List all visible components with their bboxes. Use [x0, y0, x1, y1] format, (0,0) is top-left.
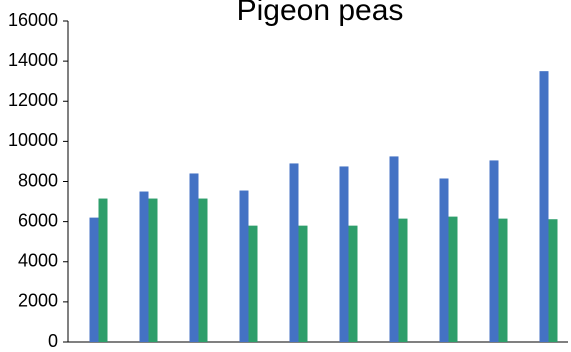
y-tick-label: 10000	[8, 130, 58, 150]
bar-series-1-9	[489, 160, 499, 342]
bar-series-2-1	[98, 198, 108, 342]
bar-series-2-4	[248, 225, 258, 342]
bar-series-1-4	[239, 190, 249, 342]
y-tick-label: 0	[48, 331, 58, 347]
bar-series-2-6	[348, 225, 358, 342]
bar-series-1-7	[389, 156, 399, 342]
y-axis: 0 2000 4000 6000 8000 10000 12000 14000 16000	[8, 10, 69, 351]
bar-series-2-8	[448, 216, 458, 342]
bar-series-2-5	[298, 225, 308, 342]
y-tick-label: 4000	[18, 251, 58, 271]
bar-series-1-6	[339, 166, 349, 342]
y-tick-label: 6000	[18, 210, 58, 230]
y-tick-label: 16000	[8, 10, 58, 30]
bar-series-1-10	[539, 71, 549, 342]
bar-series-2-3	[198, 198, 208, 342]
y-tick-label: 14000	[8, 50, 58, 70]
bar-series-2-9	[498, 218, 508, 342]
bar-series-2-2	[148, 198, 158, 342]
bar-series-1-5	[289, 163, 299, 342]
chart-title: Pigeon peas	[237, 0, 404, 27]
y-tick-label: 12000	[8, 90, 58, 110]
bars	[89, 71, 558, 342]
bar-series-2-7	[398, 218, 408, 342]
bar-series-1-1	[89, 217, 99, 342]
bar-series-1-3	[189, 173, 199, 342]
bar-series-1-2	[139, 191, 149, 342]
y-tick-label: 2000	[18, 291, 58, 311]
bar-series-2-10	[548, 219, 558, 342]
bar-series-1-8	[439, 178, 449, 342]
y-tick-label: 8000	[18, 170, 58, 190]
